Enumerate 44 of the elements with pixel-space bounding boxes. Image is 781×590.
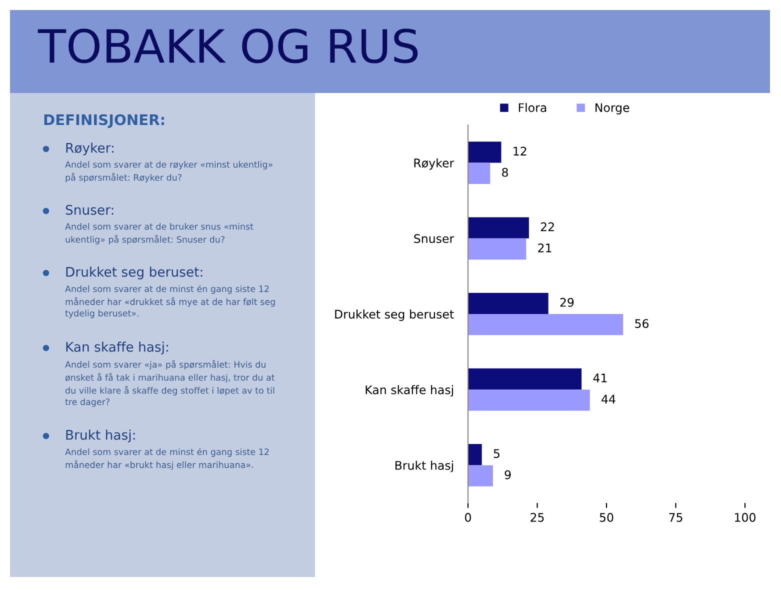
x-tick-label: 75 (669, 513, 682, 522)
bar (468, 238, 526, 260)
text: Andel som svarer at de bruker snus «minst ukentlig» på spørsmålet: Snuser du? (65, 223, 254, 244)
data-label: 8 (502, 168, 508, 177)
text: Andel som svarer at de minst én gang siste 12 måneder har «drukket så mye at de har følt seg tydelig beruset». (65, 285, 275, 318)
x-tick-label: 25 (530, 512, 544, 522)
bar (468, 465, 493, 486)
data-label: 44 (602, 394, 616, 404)
bar (468, 314, 624, 336)
x-tick-label: 0 (465, 512, 471, 522)
text: Andel som svarer at de minst én gang siste 12 måneder har «brukt hasj eller marihuana». (65, 448, 269, 470)
legend-label: Norge (596, 103, 630, 114)
bar (468, 292, 548, 314)
data-label: 41 (593, 374, 607, 382)
text: DEFINISJONER: (44, 114, 164, 128)
text: Røyker: (66, 142, 114, 156)
bar (468, 444, 482, 466)
chart-title: TOBAKK OG RUS (38, 28, 418, 64)
bar (468, 162, 490, 184)
bar (468, 390, 590, 411)
legend-label: Flora (518, 102, 546, 112)
y-tick-label: Brukt hasj (395, 460, 454, 472)
y-tick-label: Røyker (414, 158, 454, 170)
text: Andel som svarer «ja» på spørsmålet: Hvis du ønsket å få tak i marihuana eller hasj, tror du at du ville klare å skaffe deg stoffet i løpet av to til tre dager? (65, 360, 275, 407)
data-label: 29 (560, 298, 574, 307)
data-label: 9 (504, 470, 511, 480)
y-tick-label: Drukket seg beruset (335, 310, 454, 321)
y-tick-label: Kan skaffe hasj (366, 385, 454, 397)
text: Kan skaffe hasj: (66, 342, 168, 354)
x-tick-label: 50 (600, 512, 614, 522)
text: Andel som svarer at de røyker «minst ukentlig» på spørsmålet: Røyker du? (65, 161, 272, 182)
y-tick-label: Snuser (414, 234, 454, 244)
bar (468, 217, 529, 238)
data-label: 5 (494, 449, 500, 458)
bar (468, 368, 582, 390)
text: Snuser: (66, 204, 114, 215)
data-label: 22 (540, 222, 554, 232)
text: Drukket seg beruset: (66, 266, 202, 280)
bar (468, 142, 502, 163)
text: Brukt hasj: (66, 430, 135, 442)
x-tick-label: 100 (735, 512, 756, 522)
data-label: 56 (635, 319, 649, 328)
data-label: 12 (514, 146, 526, 156)
data-label: 21 (538, 243, 552, 252)
